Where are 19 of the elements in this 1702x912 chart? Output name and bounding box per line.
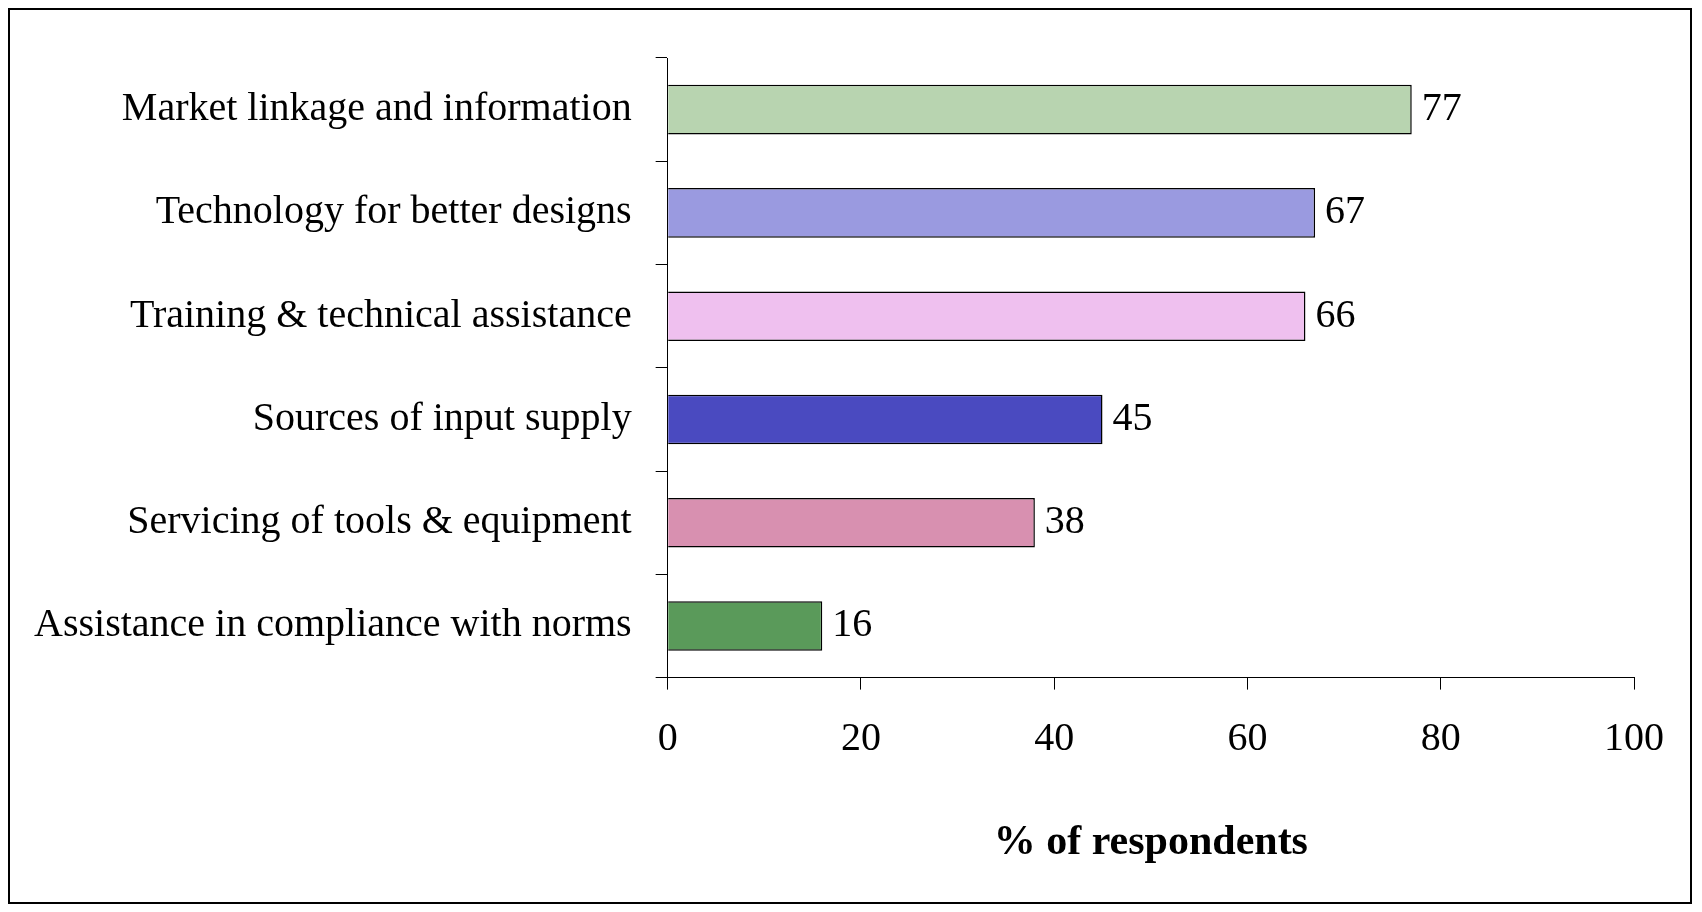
data-label: 67	[1325, 187, 1366, 233]
data-label: 38	[1044, 497, 1085, 543]
y-tick-label: Sources of input supply	[252, 393, 632, 439]
x-axis-title: % of respondents	[993, 816, 1308, 863]
x-tick-label: 0	[657, 714, 678, 760]
x-tick-label: 60	[1227, 714, 1268, 760]
x-tick-label: 100	[1604, 714, 1664, 760]
data-label: 45	[1112, 393, 1153, 439]
data-label: 77	[1421, 84, 1462, 130]
data-label: 16	[832, 600, 873, 646]
x-tick-label: 40	[1034, 714, 1075, 760]
y-tick-label: Assistance in compliance with norms	[34, 600, 632, 646]
y-tick-label: Servicing of tools & equipment	[127, 497, 632, 543]
y-tick-label: Market linkage and information	[121, 84, 632, 130]
x-tick-label: 80	[1420, 714, 1461, 760]
data-label: 66	[1315, 290, 1356, 336]
y-tick-label: Technology for better designs	[155, 187, 632, 233]
x-tick-label: 20	[840, 714, 881, 760]
y-tick-label: Training & technical assistance	[129, 290, 632, 336]
